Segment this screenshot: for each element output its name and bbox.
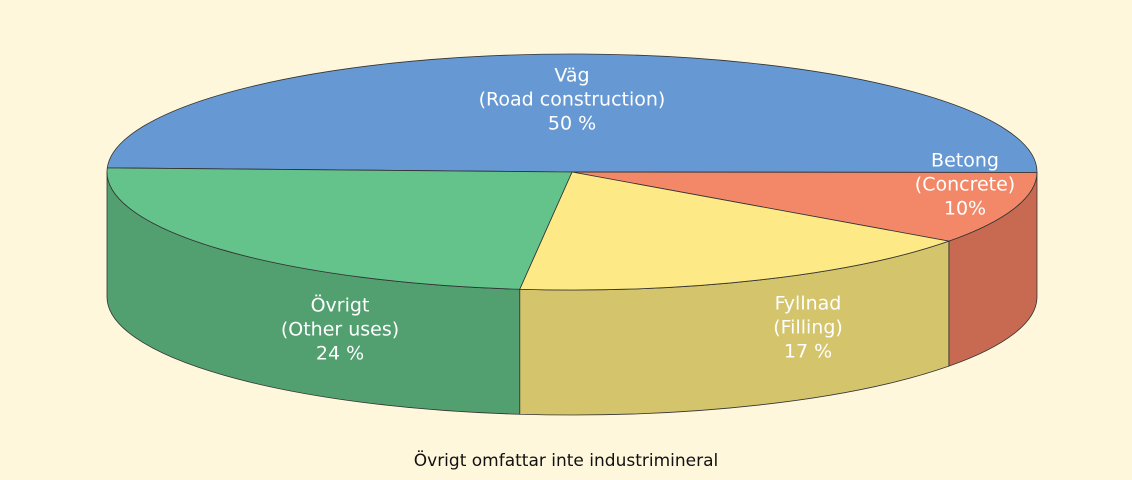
slice-label-translation: (Concrete) <box>915 174 1015 196</box>
slice <box>106 53 1038 173</box>
slice-value-label: 10% <box>944 198 986 220</box>
slice-label-translation: (Road construction) <box>479 89 666 111</box>
caption: Övrigt omfattar inte industrimineral <box>414 449 719 471</box>
slice-label: Väg <box>554 65 589 87</box>
slice-label-translation: (Other uses) <box>281 319 399 341</box>
slice-label: Betong <box>931 150 999 172</box>
slice-label: Fyllnad <box>775 293 842 315</box>
slice-value-label: 17 % <box>784 341 832 363</box>
slice-label: Övrigt <box>311 294 370 317</box>
slice-label-translation: (Filling) <box>773 317 843 339</box>
slice <box>571 171 1038 242</box>
slice <box>106 167 573 290</box>
slice-value-label: 50 % <box>548 113 596 135</box>
slice <box>519 171 951 291</box>
slice-value-label: 24 % <box>316 343 364 365</box>
